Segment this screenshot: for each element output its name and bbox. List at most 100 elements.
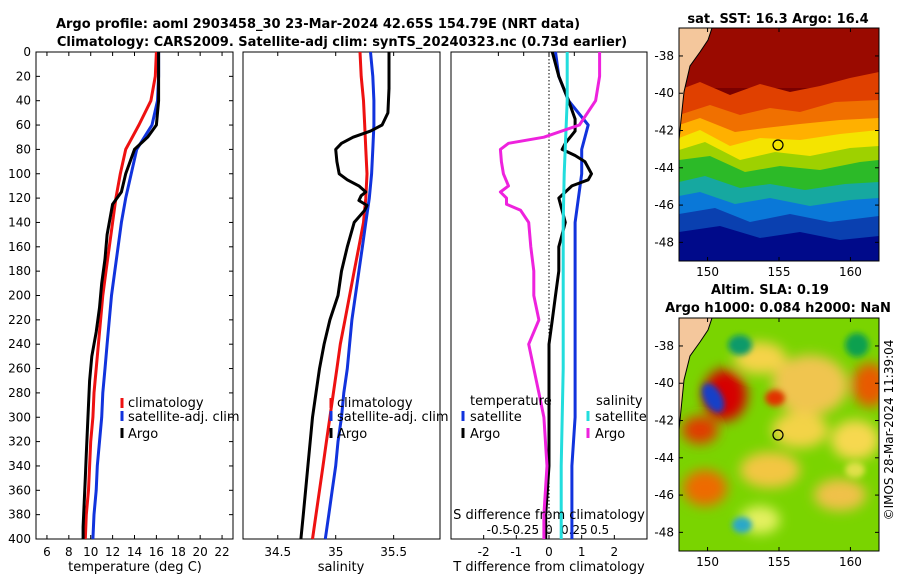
temperature-ticks: 6 8 10 12 14 16 18 20 22	[43, 52, 230, 559]
x-tick-label: 10	[83, 545, 98, 559]
depth-tick-label: 0	[23, 45, 31, 59]
s-tick-label: 0.5	[590, 523, 609, 537]
t-tick-label: 0	[545, 545, 553, 559]
legend3-s-satellite: satellite	[595, 410, 647, 425]
series-line-salinity-satellite	[559, 52, 569, 539]
legend2-satellite: satellite-adj. clim	[337, 410, 449, 425]
sla-title-line2: Argo h1000: 0.084 h2000: NaN	[665, 301, 891, 316]
s-tick-label: -0.5	[487, 523, 510, 537]
x-tick-label: 14	[127, 545, 142, 559]
lat-tick-label: -38	[654, 49, 674, 63]
s-difference-ticks: -0.5-0.25 0 0.25 0.5	[487, 52, 609, 537]
series-line-salinity-argo	[498, 52, 602, 539]
lat-tick-label: -42	[654, 124, 674, 138]
temperature-series	[81, 51, 161, 540]
legend-argo: Argo	[128, 427, 158, 442]
x-tick-label: 35.5	[380, 545, 407, 559]
s-difference-xlabel: S difference from climatology	[453, 508, 645, 523]
temperature-panel: 0204060801001201401601802002202402602803…	[8, 45, 647, 575]
depth-tick-label: 220	[8, 313, 31, 327]
sla-lat-ticks: -38 -40 -42 -44 -46 -48	[654, 339, 879, 539]
series-line-argo	[81, 52, 161, 539]
lon-tick-label: 150	[696, 265, 719, 279]
depth-tick-label: 40	[16, 94, 31, 108]
depth-tick-label: 260	[8, 362, 31, 376]
lat-tick-label: -46	[654, 488, 674, 502]
x-tick-label: 20	[193, 545, 208, 559]
x-tick-label: 18	[171, 545, 186, 559]
difference-panel: -2 -1 0 1 2 -0.5-0.25 0 0.25 0.5 S difference f…	[450, 51, 648, 575]
lat-tick-label: -44	[654, 161, 674, 175]
t-tick-label: -1	[510, 545, 522, 559]
legend-climatology: climatology	[128, 396, 204, 411]
series-line-climatology	[83, 51, 158, 540]
imos-credit: ©IMOS 28-Mar-2024 11:39:04	[882, 340, 896, 521]
t-tick-label: 1	[578, 545, 586, 559]
lat-tick-label: -44	[654, 451, 674, 465]
salinity-series	[299, 51, 391, 540]
lat-tick-label: -40	[654, 86, 674, 100]
x-tick-label: 16	[149, 545, 164, 559]
sla-lon-ticks: 150 155 160	[696, 318, 862, 569]
depth-tick-label: 300	[8, 410, 31, 424]
x-tick-label: 35	[328, 545, 343, 559]
depth-tick-label: 380	[8, 508, 31, 522]
sla-title-line1: Altim. SLA: 0.19	[711, 283, 829, 298]
t-difference-ticks: -2 -1 0 1 2	[478, 535, 618, 559]
t-tick-label: 2	[611, 545, 619, 559]
lon-tick-label: 160	[839, 265, 862, 279]
legend3-t-satellite: satellite	[470, 410, 522, 425]
depth-tick-label: 160	[8, 240, 31, 254]
x-tick-label: 34.5	[264, 545, 291, 559]
series-line-satellite-adj-clim	[91, 52, 161, 540]
title-line1: Argo profile: aoml 2903458_30 23-Mar-202…	[56, 17, 580, 32]
title-line2: Climatology: CARS2009. Satellite-adj cli…	[57, 35, 627, 50]
temperature-xlabel: temperature (deg C)	[68, 560, 202, 575]
sst-map: sat. SST: 16.3 Argo: 16.4 -38 -40 -42 -44 -4…	[654, 12, 880, 279]
lat-tick-label: -46	[654, 198, 674, 212]
depth-tick-label: 140	[8, 215, 31, 229]
legend2-climatology: climatology	[337, 396, 413, 411]
temperature-legend: climatology satellite-adj. clim Argo	[120, 396, 240, 442]
lat-tick-label: -38	[654, 339, 674, 353]
difference-series	[498, 51, 602, 539]
sst-lat-ticks: -38 -40 -42 -44 -46 -48	[654, 49, 879, 249]
salinity-legend: climatology satellite-adj. clim Argo	[329, 396, 449, 442]
depth-tick-label: 320	[8, 435, 31, 449]
sla-argo-marker	[772, 429, 784, 441]
t-tick-label: -2	[478, 545, 490, 559]
depth-tick-label: 100	[8, 167, 31, 181]
sla-image	[679, 318, 879, 551]
legend3-s-argo: Argo	[595, 427, 625, 442]
salinity-panel: 34.5 35 35.5 salinity climatology satellit…	[242, 51, 449, 575]
series-line-argo	[299, 52, 391, 540]
x-tick-label: 12	[105, 545, 120, 559]
s-tick-label: 0	[545, 523, 553, 537]
x-tick-label: 6	[43, 545, 51, 559]
depth-tick-label: 340	[8, 459, 31, 473]
sst-image	[679, 28, 879, 261]
lat-tick-label: -48	[654, 235, 674, 249]
series-line-temperature-satellite	[554, 51, 590, 539]
series-line-satellite-adj-clim	[323, 51, 376, 540]
x-tick-label: 22	[214, 545, 229, 559]
lon-tick-label: 150	[696, 555, 719, 569]
legend-satellite: satellite-adj. clim	[128, 410, 240, 425]
lat-tick-label: -48	[654, 525, 674, 539]
depth-tick-label: 400	[8, 532, 31, 546]
depth-tick-label: 360	[8, 483, 31, 497]
s-tick-label: 0.25	[561, 523, 588, 537]
depth-tick-label: 240	[8, 337, 31, 351]
salinity-ticks: 34.5 35 35.5	[264, 52, 407, 559]
legend2-argo: Argo	[337, 427, 367, 442]
temperature-axes-box	[35, 51, 234, 540]
depth-tick-label: 280	[8, 386, 31, 400]
depth-tick-label: 80	[16, 142, 31, 156]
depth-tick-label: 200	[8, 289, 31, 303]
lon-tick-label: 155	[768, 555, 791, 569]
legend3-temperature-title: temperature	[470, 394, 552, 409]
difference-legend: temperature satellite Argo salinity sate…	[461, 394, 647, 442]
legend3-t-argo: Argo	[470, 427, 500, 442]
lon-tick-label: 155	[768, 265, 791, 279]
